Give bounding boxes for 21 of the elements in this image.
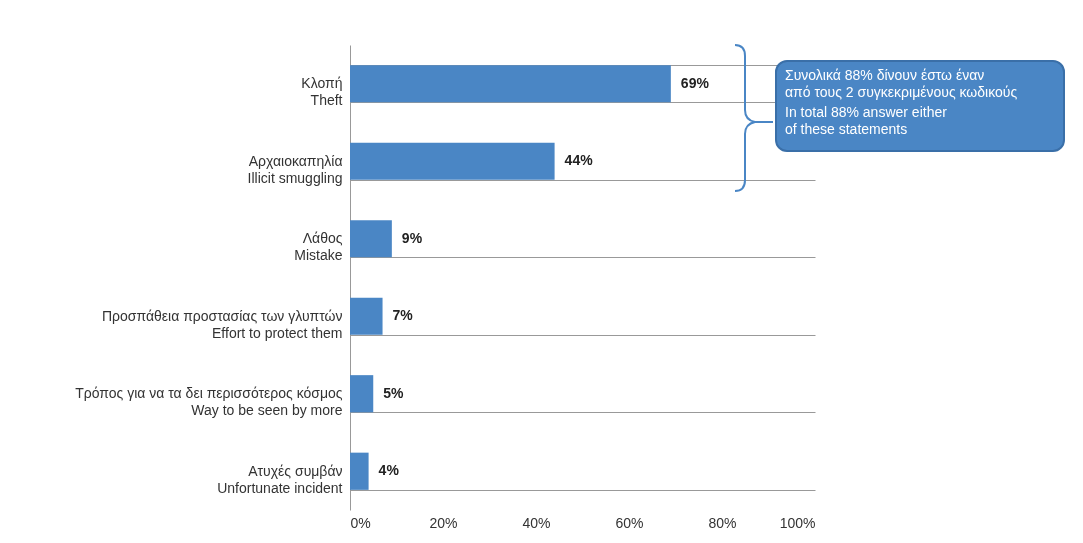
x-tick-label: 100% (779, 514, 816, 531)
x-tick-label: 0% (350, 514, 371, 531)
x-tick-label: 80% (708, 514, 737, 531)
data-label: 5% (383, 384, 405, 401)
data-label: 4% (378, 462, 400, 479)
annotation: In total 88% answer either of these statements (785, 104, 948, 138)
x-tick-label: 60% (615, 514, 644, 531)
data-label: 7% (392, 307, 414, 324)
x-tick-label: 20% (429, 514, 458, 531)
y-tick-label: Λάθος Mistake (294, 230, 343, 264)
data-label: 9% (401, 229, 423, 246)
y-tick-label: Αρχαιοκαπηλία Illicit smuggling (247, 152, 343, 186)
y-tick-label: Κλοπή Theft (301, 75, 343, 109)
data-label: 44% (564, 152, 594, 169)
x-tick-label: 40% (522, 514, 551, 531)
data-label: 69% (680, 74, 710, 91)
annotation: Συνολικά 88% δίνουν έστω έναν από τους 2 συγκεκριμένους κωδικούς (785, 67, 1019, 101)
callout-box: Συνολικά 88% δίνουν έστω έναν από τους 2 συγκεκριμένους κωδικούς In total 88% answer either of these statements (775, 60, 1065, 152)
y-tick-label: Τρόπος για να τα δει περισσότερος κόσμος Way to be seen by more (75, 385, 343, 419)
y-tick-label: Ατυχές συμβάν Unfortunate incident (217, 462, 343, 496)
y-tick-label: Προσπάθεια προστασίας των γλυπτών Effort to protect them (101, 307, 343, 341)
